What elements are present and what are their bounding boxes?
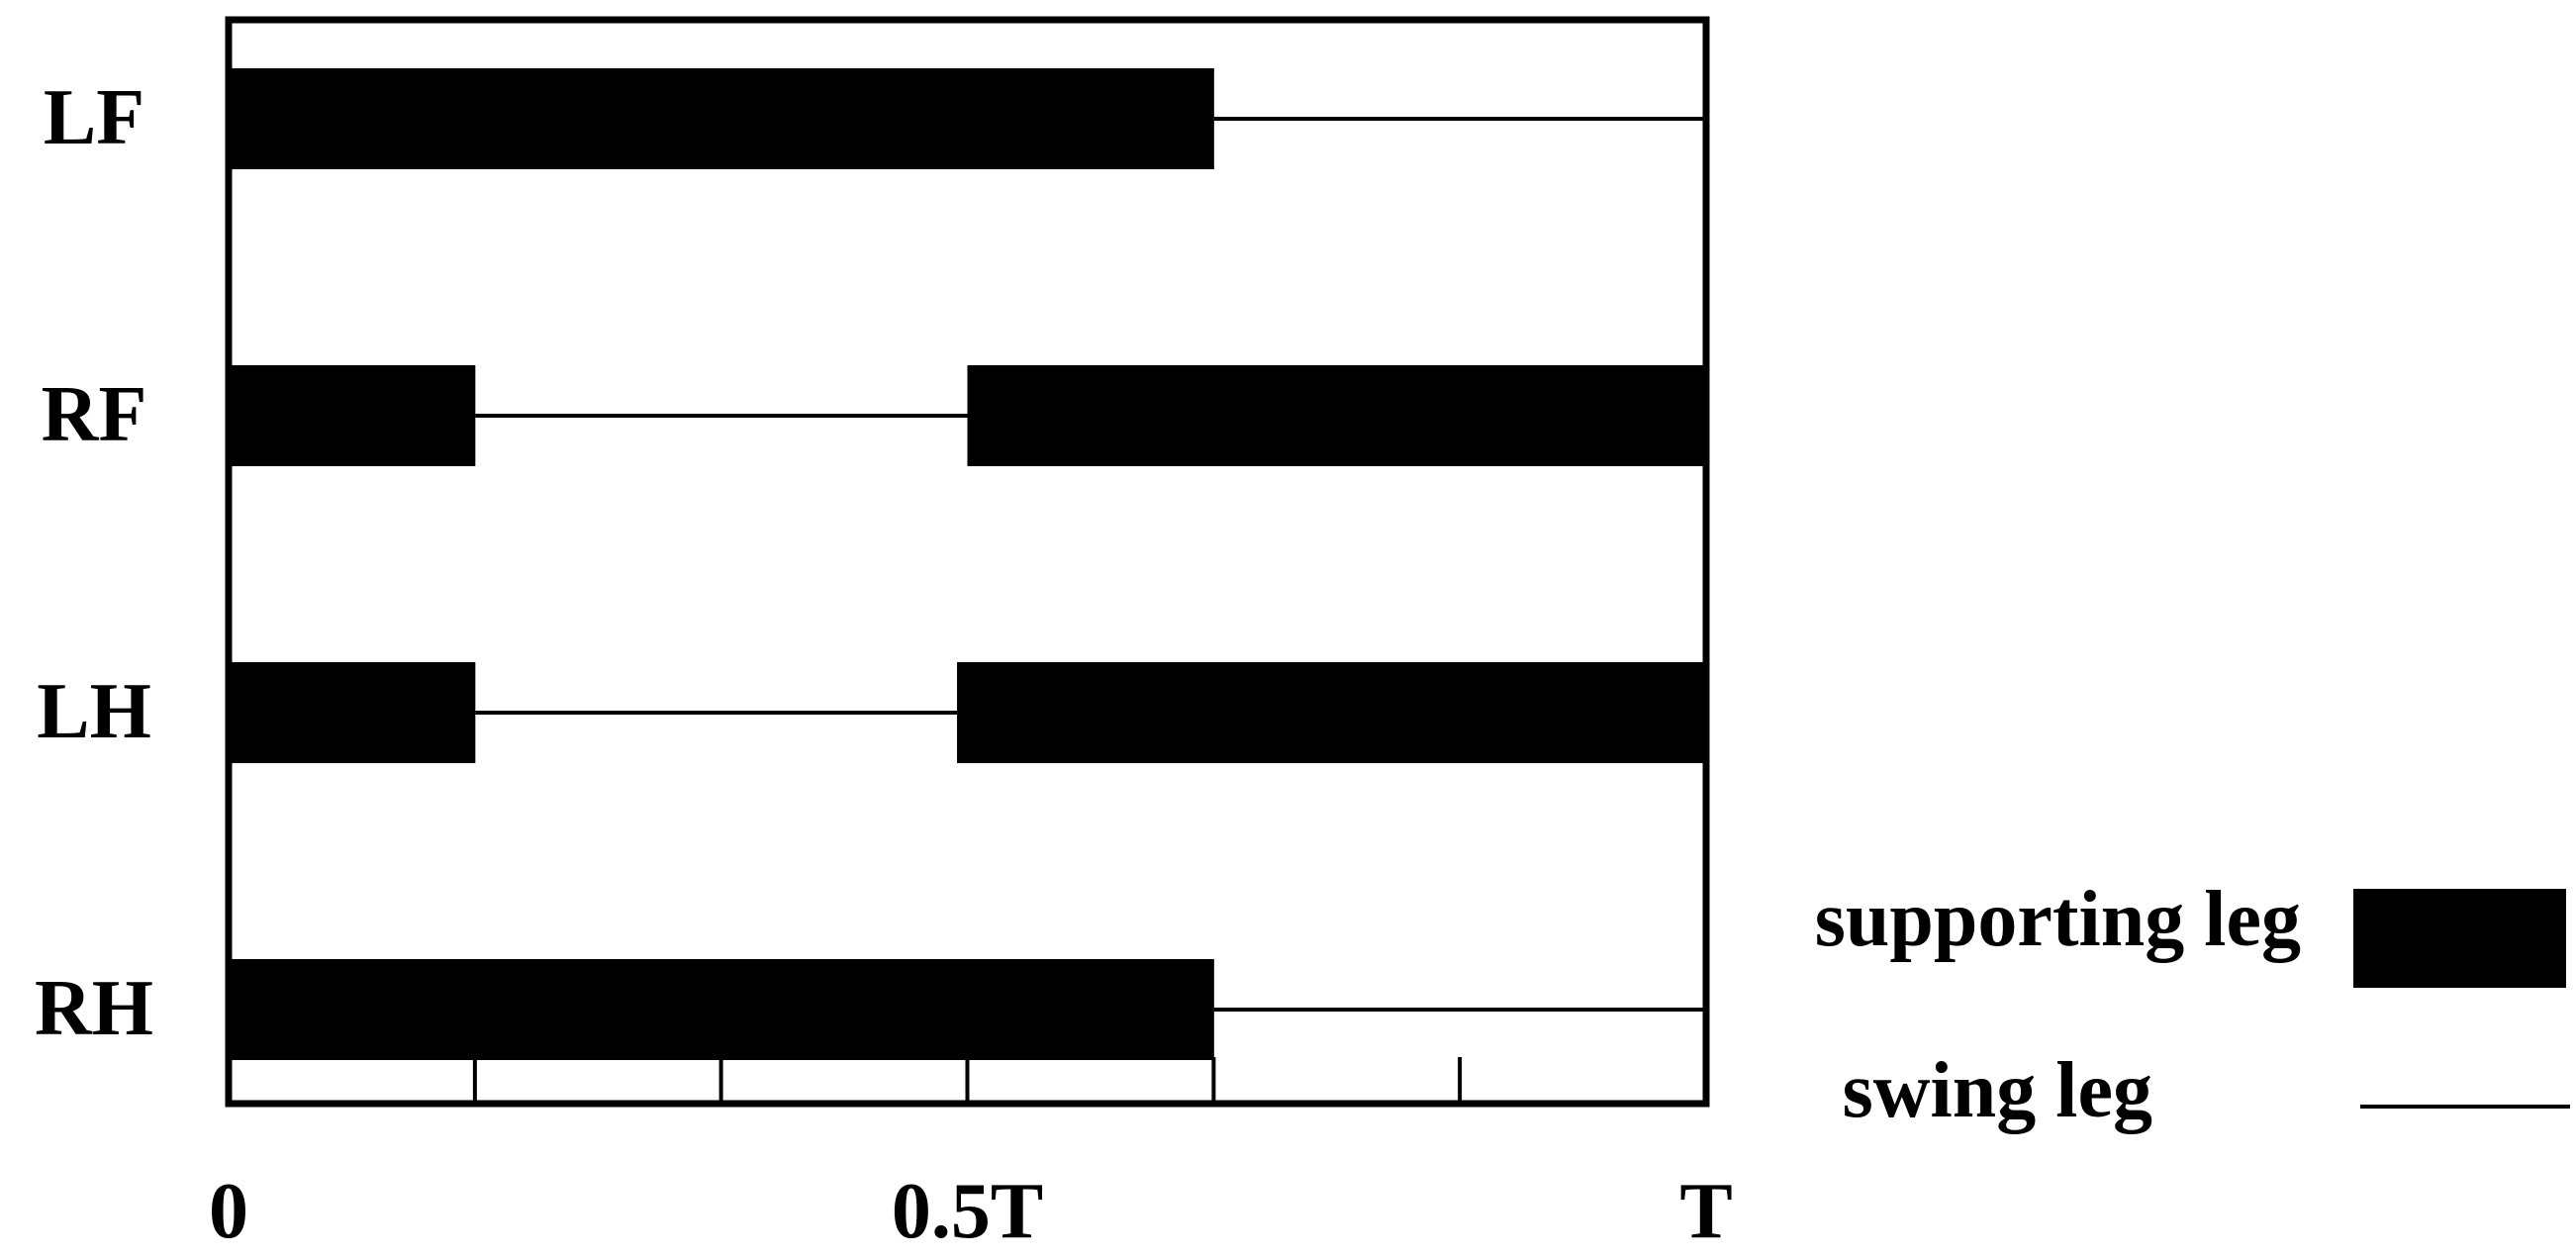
leg-labels: LF RF LH RH bbox=[35, 74, 153, 1052]
legend-label-1: swing leg bbox=[1843, 1047, 2152, 1134]
support-bar-rh-0 bbox=[229, 959, 1214, 1060]
x-tick-label-0: 0 bbox=[209, 1168, 248, 1255]
leg-label-lh: LH bbox=[37, 668, 151, 755]
plot-frame bbox=[225, 16, 1710, 1108]
gait-bars bbox=[229, 68, 1706, 1060]
x-tick-label-2: T bbox=[1679, 1168, 1732, 1255]
leg-label-lf: LF bbox=[44, 74, 144, 161]
leg-label-rh: RH bbox=[35, 965, 153, 1052]
legend-swatch-bar bbox=[2353, 889, 2566, 988]
x-tick-labels: 0 0.5T T bbox=[209, 1168, 1733, 1255]
support-bar-rf-0 bbox=[229, 365, 476, 466]
leg-label-rf: RF bbox=[42, 371, 147, 458]
support-bar-rf-2 bbox=[967, 365, 1706, 466]
minor-ticks bbox=[472, 1057, 1463, 1104]
x-tick-label-1: 0.5T bbox=[892, 1168, 1043, 1255]
support-bar-lh-0 bbox=[229, 662, 476, 763]
support-bar-lh-2 bbox=[957, 662, 1706, 763]
legend: supporting leg swing leg bbox=[1815, 876, 2570, 1134]
legend-label-0: supporting leg bbox=[1815, 876, 2301, 963]
support-bar-lf-0 bbox=[229, 68, 1214, 169]
